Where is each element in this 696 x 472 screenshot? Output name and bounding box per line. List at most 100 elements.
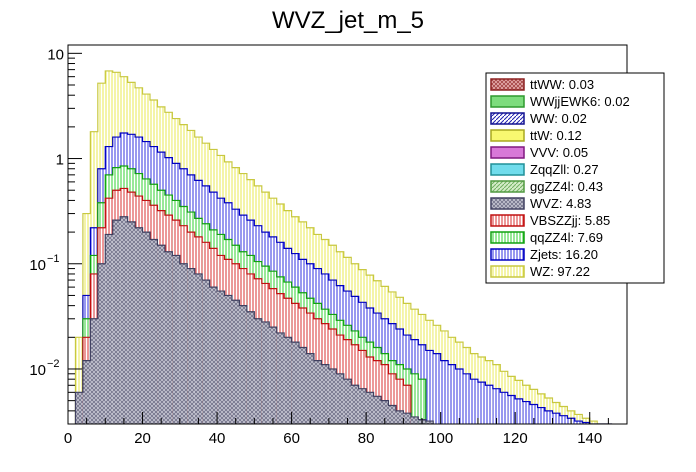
bar-VBSZZjj (403, 385, 411, 424)
bar-Zjets (485, 385, 493, 424)
bar-WVZ (321, 364, 329, 424)
bar-WZ (589, 421, 598, 424)
legend-swatch-ttWW (490, 78, 525, 91)
bar-WVZ (164, 251, 173, 424)
outline-VBSZZjj (82, 187, 412, 424)
bar-WVZ (269, 327, 277, 424)
legend-label-qqZZ4l: qqZZ4l: 7.69 (530, 230, 603, 245)
bar-VBSZZjj (373, 360, 382, 424)
bar-Zjets (522, 401, 531, 424)
legend-swatch-VVV (490, 146, 525, 159)
legend-swatch-qqZZ4l (490, 231, 525, 244)
y-tick-label: 10 (47, 46, 64, 63)
bar-WZ (582, 418, 590, 424)
y-tick-label: 10 (29, 362, 46, 379)
bar-Zjets (552, 413, 560, 424)
bar-WVZ (157, 245, 165, 424)
bar-WVZ (105, 234, 113, 424)
x-axis: 0 20 40 60 80 100 120 140 (64, 412, 628, 447)
bar-WVZ (82, 360, 91, 424)
legend-box (485, 72, 665, 284)
bar-WVZ (239, 305, 247, 424)
bar-WVZ (75, 392, 83, 424)
x-tick-label: 20 (134, 430, 151, 447)
y-tick-label: 10 (29, 257, 46, 274)
legend-label-WZ: WZ: 97.22 (530, 264, 590, 279)
bar-Zjets (433, 353, 441, 424)
legend-label-ttW: ttW: 0.12 (530, 128, 582, 143)
bar-WVZ (194, 273, 203, 424)
bar-Zjets (448, 364, 456, 424)
bar-WVZ (284, 337, 292, 424)
y-tick-exponent: −2 (47, 358, 60, 370)
legend-label-ZqqZll: ZqqZll: 0.27 (530, 162, 599, 177)
bar-WZ (567, 410, 575, 424)
bar-WVZ (336, 373, 344, 424)
bar-VBSZZjj (366, 357, 374, 424)
bar-WVZ (403, 413, 411, 424)
bar-WVZ (142, 232, 150, 424)
bar-WVZ (127, 221, 136, 424)
bar-WVZ (120, 216, 128, 424)
bar-Zjets (574, 421, 583, 424)
bar-Zjets (500, 392, 508, 424)
x-tick-label: 100 (428, 430, 453, 447)
bar-Zjets (440, 360, 449, 424)
bar-Zjets (463, 373, 471, 424)
legend-swatch-Zjets (490, 248, 525, 261)
bar-WVZ (172, 255, 180, 424)
bar-WVZ (358, 388, 367, 424)
bar-WVZ (246, 311, 255, 424)
bar-WVZ (97, 263, 106, 424)
bar-WVZ (112, 220, 121, 424)
bar-WVZ (202, 280, 210, 424)
legend: ttWW: 0.03 WWjjEWK6: 0.02 WW: 0.02 ttW: 0.1… (485, 72, 665, 284)
bar-VBSZZjj (388, 373, 396, 424)
legend-label-WW: WW: 0.02 (530, 111, 587, 126)
bar-Zjets (537, 407, 546, 424)
bar-WVZ (328, 368, 337, 424)
x-tick-label: 140 (577, 430, 602, 447)
bar-WVZ (179, 263, 188, 424)
bar-WVZ (291, 342, 300, 424)
bar-Zjets (477, 382, 486, 424)
bar-WVZ (366, 392, 374, 424)
legend-label-ttWW: ttWW: 0.03 (530, 77, 594, 92)
bar-Zjets (582, 422, 590, 424)
series-WVZ (74, 216, 434, 424)
legend-swatch-ttW (490, 129, 525, 142)
bar-WVZ (351, 385, 359, 424)
bar-WVZ (135, 227, 143, 424)
legend-swatch-ZqqZll (490, 163, 525, 176)
histogram-bars (74, 70, 613, 424)
bar-WVZ (231, 300, 240, 424)
legend-swatch-VBSZZjj (490, 214, 525, 227)
bar-VBSZZjj (358, 350, 367, 424)
chart-title: WVZ_jet_m_5 (272, 7, 424, 34)
legend-label-VVV: VVV: 0.05 (530, 145, 588, 160)
bar-WVZ (343, 379, 352, 424)
legend-label-Zjets: Zjets: 16.20 (530, 247, 598, 262)
bar-WVZ (381, 400, 389, 424)
bar-WVZ (388, 405, 396, 424)
legend-swatch-WZ (490, 265, 525, 278)
bar-WVZ (90, 318, 98, 424)
bar-Zjets (425, 350, 434, 424)
bar-Zjets (515, 398, 523, 424)
bar-Zjets (559, 415, 568, 424)
outline-WVZ (74, 216, 434, 424)
x-tick-label: 120 (503, 430, 528, 447)
bar-Zjets (492, 388, 501, 424)
bar-Zjets (470, 379, 478, 424)
bar-Zjets (455, 368, 464, 424)
outline-Zjets (82, 132, 613, 424)
x-tick-label: 80 (358, 430, 375, 447)
legend-swatch-WWjjEWK6 (490, 95, 525, 108)
bar-WZ (75, 337, 83, 424)
bar-VBSZZjj (395, 379, 404, 424)
bar-WVZ (149, 239, 158, 424)
bar-WVZ (187, 268, 195, 424)
legend-label-WWjjEWK6: WWjjEWK6: 0.02 (530, 94, 630, 109)
bar-WVZ (261, 321, 270, 424)
